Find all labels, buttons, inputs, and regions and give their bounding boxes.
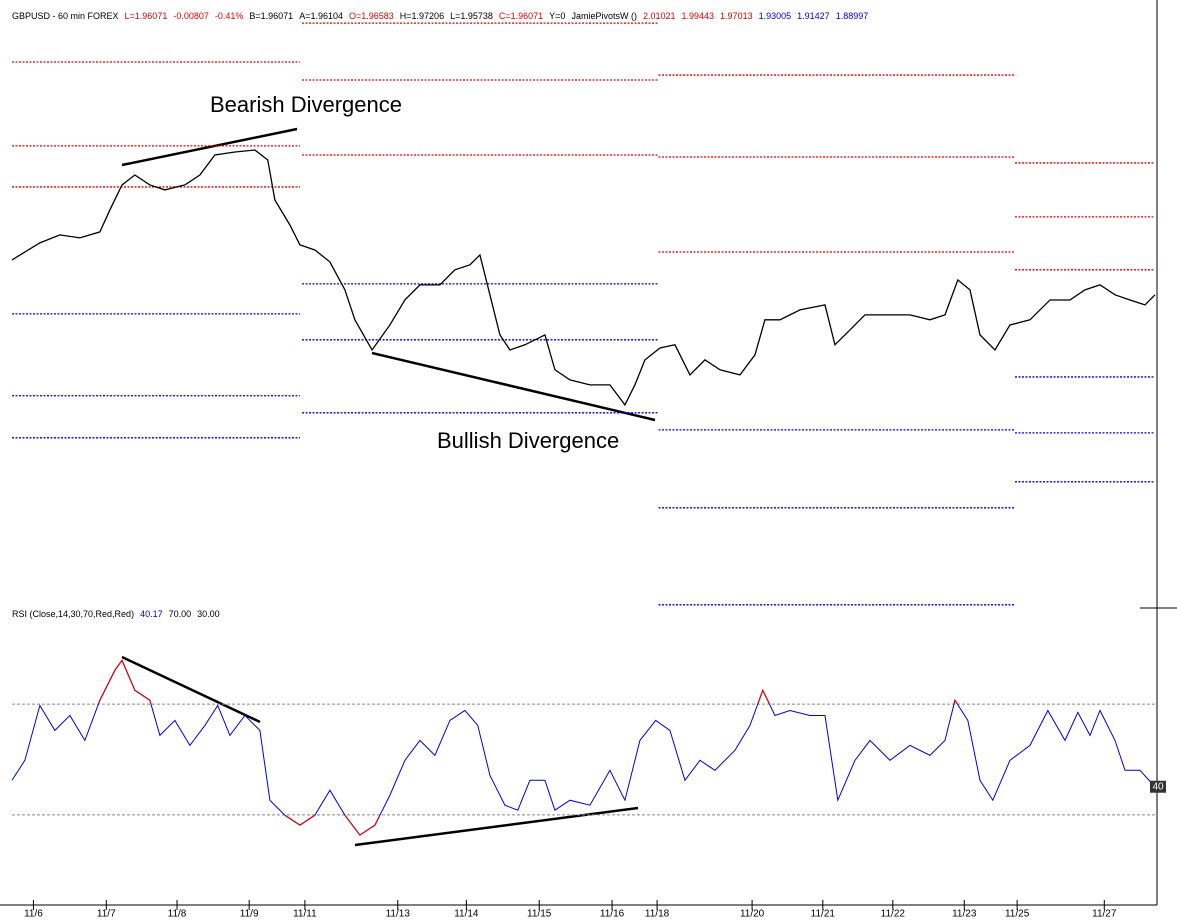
x-tick-label: 11/7 (97, 909, 116, 920)
header-item: GBPUSD - 60 min FOREX (12, 11, 119, 21)
x-tick-label: 11/11 (293, 909, 317, 920)
x-tick-label: 11/22 (881, 909, 906, 920)
header-item: 1.93005 (758, 11, 792, 21)
header-item: L=1.95738 (450, 11, 493, 21)
price-header: GBPUSD - 60 min FOREX L=1.96071 -0.00807 -0… (12, 11, 868, 21)
header-item: 40.17 (140, 609, 163, 619)
x-tick-label: 11/20 (740, 909, 765, 920)
last-value-label: 40 (1152, 781, 1164, 792)
header-item: 1.97013 (720, 11, 753, 21)
x-tick-label: 11/18 (645, 909, 670, 920)
annotation: Bearish Divergence (210, 92, 402, 117)
header-item: -0.41% (214, 11, 244, 21)
rsi-header: RSI (Close,14,30,70,Red,Red) 40.17 70.00 30… (12, 609, 220, 619)
bullish-trendline (371, 351, 656, 422)
rsi-bearish-trendline (121, 655, 261, 724)
header-item: Y=0 (549, 11, 566, 21)
x-tick-label: 11/25 (1005, 909, 1030, 920)
header-item: C=1.96071 (498, 11, 544, 21)
header-item: 1.91427 (797, 11, 830, 21)
header-item: JamiePivotsW () (571, 11, 637, 21)
annotation: Bullish Divergence (437, 428, 619, 453)
header-item: O=1.96583 (348, 11, 394, 21)
header-item: 2.01021 (642, 11, 676, 21)
header-item: H=1.97206 (399, 11, 445, 21)
header-item: A=1.96104 (299, 11, 343, 21)
price-line (11, 149, 1156, 407)
header-item: L=1.96071 (124, 11, 168, 21)
x-tick-label: 11/8 (168, 909, 187, 920)
header-item: 70.00 (168, 609, 192, 619)
x-tick-label: 11/27 (1092, 909, 1117, 920)
x-tick-label: 11/21 (811, 909, 836, 920)
bearish-trendline (121, 127, 298, 167)
header-item: 1.88997 (835, 11, 869, 21)
header-item: -0.00807 (173, 11, 209, 21)
x-tick-label: 11/13 (386, 909, 411, 920)
x-tick-label: 11/15 (527, 909, 552, 920)
rsi-bullish-trendline (354, 806, 639, 847)
header-item: 30.00 (197, 609, 220, 619)
x-tick-label: 11/16 (600, 909, 625, 920)
x-tick-label: 11/23 (952, 909, 977, 920)
x-tick-label: 11/14 (454, 909, 479, 920)
rsi-line (11, 659, 1156, 836)
x-tick-label: 11/6 (24, 909, 43, 920)
x-tick-label: 11/9 (240, 909, 259, 920)
last-value-box (1150, 780, 1166, 793)
header-item: 1.99443 (681, 11, 715, 21)
header-item: RSI (Close,14,30,70,Red,Red) (12, 609, 135, 619)
header-item: B=1.96071 (249, 11, 294, 21)
